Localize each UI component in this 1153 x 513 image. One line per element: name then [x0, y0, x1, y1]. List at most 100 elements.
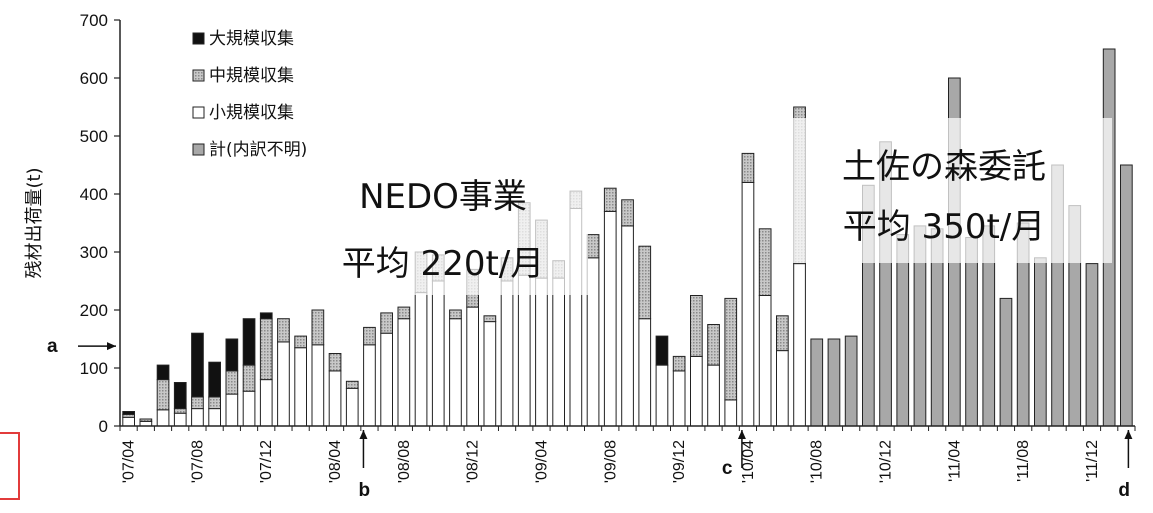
bar-小規模収集-6 — [225, 393, 239, 427]
bar-小規模収集-21 — [483, 321, 497, 427]
annotation-text: NEDO事業 — [359, 177, 527, 217]
bar-小規模収集-22 — [500, 280, 514, 427]
bar-小規模収集-39 — [793, 263, 806, 427]
bar-大規模収集-7 — [242, 318, 256, 366]
bar-小規模収集-38 — [776, 350, 789, 427]
bar-小規模収集-9 — [277, 341, 290, 427]
bar-中規模収集-5 — [208, 396, 222, 410]
bar-大規模収集-6 — [225, 338, 239, 372]
marker-label: c — [722, 458, 733, 479]
bar-中規模収集-4 — [191, 396, 204, 410]
x-tick-label: '11/12 — [1084, 440, 1101, 482]
arrow-markers: a b c d — [47, 336, 1133, 501]
bar-小規模収集-0 — [122, 416, 136, 427]
bar-小規模収集-34 — [707, 364, 720, 427]
bar-中規模収集-16 — [397, 306, 411, 320]
bar-中規模収集-21 — [483, 315, 497, 323]
bar-中規模収集-27 — [586, 234, 600, 259]
bar-小規模収集-13 — [345, 387, 359, 427]
bar-中規模収集-19 — [449, 309, 462, 320]
legend-label: 小規模収集 — [209, 103, 294, 123]
bar-小規模収集-35 — [724, 399, 738, 427]
bar-小規模収集-7 — [242, 390, 256, 427]
bar-中規模収集-11 — [311, 309, 325, 346]
red-highlight-box — [0, 432, 20, 500]
bar-大規模収集-31 — [655, 335, 669, 366]
bar-中規模収集-28 — [603, 187, 617, 212]
y-tick-label: 500 — [80, 127, 108, 146]
bar-中規模収集-14 — [363, 326, 376, 346]
bar-大規模収集-0 — [122, 411, 136, 415]
bar-計(内訳不明)-40 — [810, 338, 824, 427]
bar-小規模収集-14 — [363, 344, 376, 427]
x-tick-label: '08/12 — [465, 440, 482, 483]
bar-中規模収集-35 — [724, 297, 738, 401]
annotation-background — [298, 163, 588, 295]
bar-小規模収集-20 — [466, 306, 479, 427]
bar-中規模収集-1 — [139, 418, 153, 422]
bar-小規模収集-32 — [672, 370, 686, 427]
bar-中規模収集-32 — [672, 355, 686, 372]
legend-swatch — [192, 32, 205, 45]
x-tick-label: '09/12 — [671, 440, 688, 483]
bars-layer — [122, 48, 1133, 427]
bar-計(内訳不明)-51 — [999, 297, 1013, 427]
bar-計(内訳不明)-58 — [1120, 164, 1133, 427]
bar-小規模収集-36 — [741, 181, 755, 427]
x-tick-label: '07/08 — [189, 440, 206, 483]
bar-中規模収集-6 — [225, 370, 239, 395]
bar-小規模収集-29 — [621, 225, 634, 427]
axes-layer: 0 100 200 300 400 500 600 700 '07/04 '07/08 '07/12… — [80, 11, 1136, 483]
x-tick-label: '08/04 — [327, 440, 344, 483]
marker-arrow-head — [107, 342, 116, 351]
bar-大規模収集-3 — [173, 382, 187, 410]
bar-中規模収集-7 — [242, 364, 256, 392]
y-axis-title: 残材出荷量(t) — [24, 167, 45, 278]
bar-中規模収集-37 — [758, 228, 772, 296]
bar-小規模収集-27 — [586, 257, 600, 427]
bar-小規模収集-25 — [552, 277, 565, 427]
bar-大規模収集-2 — [156, 364, 170, 381]
bar-中規模収集-12 — [328, 353, 342, 372]
bar-中規模収集-34 — [707, 324, 720, 366]
bar-中規模収集-8 — [259, 318, 273, 381]
annotation-text: 平均 220t/月 — [342, 244, 545, 284]
bar-小規模収集-37 — [758, 295, 772, 427]
bar-中規模収集-3 — [173, 408, 187, 414]
bar-計(内訳不明)-45 — [896, 234, 910, 427]
legend-swatch — [192, 69, 205, 82]
marker-label: b — [358, 480, 370, 501]
y-tick-label: 100 — [80, 359, 108, 378]
y-tick-label: 0 — [99, 417, 108, 436]
bar-小規模収集-19 — [449, 318, 462, 427]
bar-小規模収集-4 — [191, 408, 204, 427]
x-tick-label: '09/08 — [602, 440, 619, 483]
bar-中規模収集-33 — [690, 295, 703, 357]
bar-小規模収集-5 — [208, 408, 222, 427]
marker-arrow-head — [359, 430, 368, 439]
bar-中規模収集-36 — [741, 152, 755, 183]
bar-小規模収集-33 — [690, 355, 703, 427]
bar-大規模収集-5 — [208, 361, 222, 398]
annotation-text: 土佐の森委託 — [842, 147, 1046, 187]
bar-計(内訳不明)-53 — [1034, 257, 1047, 427]
marker-arrow-head — [737, 430, 746, 439]
bar-小規模収集-28 — [603, 210, 617, 427]
y-tick-label: 200 — [80, 301, 108, 320]
bar-小規模収集-31 — [655, 364, 669, 427]
annotation-text: 平均 350t/月 — [843, 207, 1046, 247]
legend-label: 中規模収集 — [209, 66, 294, 86]
bar-小規模収集-16 — [397, 318, 411, 427]
bar-小規模収集-2 — [156, 409, 170, 427]
bar-計(内訳不明)-41 — [827, 338, 841, 427]
x-tick-label: '07/12 — [258, 440, 275, 483]
marker-label: a — [47, 336, 58, 357]
bar-小規模収集-18 — [431, 280, 445, 427]
bar-小規模収集-12 — [328, 370, 342, 427]
x-tick-label: '10/12 — [878, 440, 895, 483]
y-tick-label: 600 — [80, 69, 108, 88]
bar-小規模収集-11 — [311, 344, 325, 427]
y-axis-label: 残材出荷量(t) — [24, 167, 45, 278]
bar-中規模収集-38 — [776, 315, 789, 352]
